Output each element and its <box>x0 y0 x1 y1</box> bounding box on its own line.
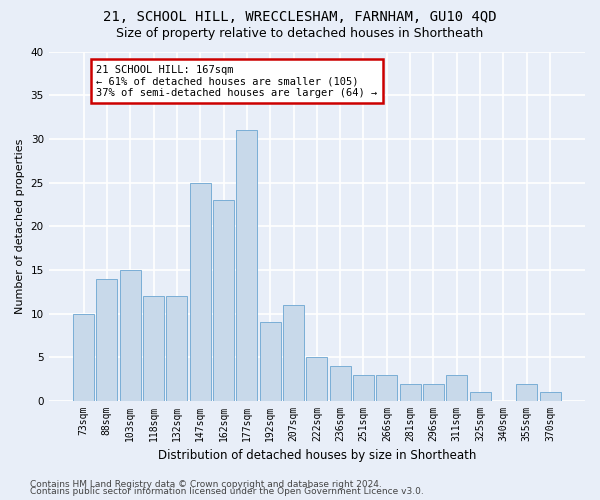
Bar <box>190 182 211 401</box>
Text: Contains public sector information licensed under the Open Government Licence v3: Contains public sector information licen… <box>30 487 424 496</box>
Bar <box>446 375 467 401</box>
Bar <box>236 130 257 401</box>
Bar <box>539 392 560 401</box>
Bar <box>307 358 328 401</box>
Bar <box>329 366 350 401</box>
Bar <box>260 322 281 401</box>
Bar <box>423 384 444 401</box>
Bar <box>120 270 140 401</box>
Bar <box>400 384 421 401</box>
Bar <box>166 296 187 401</box>
Bar <box>73 314 94 401</box>
Bar <box>283 305 304 401</box>
Text: 21 SCHOOL HILL: 167sqm
← 61% of detached houses are smaller (105)
37% of semi-de: 21 SCHOOL HILL: 167sqm ← 61% of detached… <box>97 64 377 98</box>
Text: 21, SCHOOL HILL, WRECCLESHAM, FARNHAM, GU10 4QD: 21, SCHOOL HILL, WRECCLESHAM, FARNHAM, G… <box>103 10 497 24</box>
Bar <box>213 200 234 401</box>
Y-axis label: Number of detached properties: Number of detached properties <box>15 138 25 314</box>
Text: Size of property relative to detached houses in Shortheath: Size of property relative to detached ho… <box>116 28 484 40</box>
Bar <box>516 384 537 401</box>
Bar <box>470 392 491 401</box>
Bar <box>376 375 397 401</box>
Bar <box>353 375 374 401</box>
X-axis label: Distribution of detached houses by size in Shortheath: Distribution of detached houses by size … <box>158 450 476 462</box>
Text: Contains HM Land Registry data © Crown copyright and database right 2024.: Contains HM Land Registry data © Crown c… <box>30 480 382 489</box>
Bar <box>97 278 118 401</box>
Bar <box>143 296 164 401</box>
